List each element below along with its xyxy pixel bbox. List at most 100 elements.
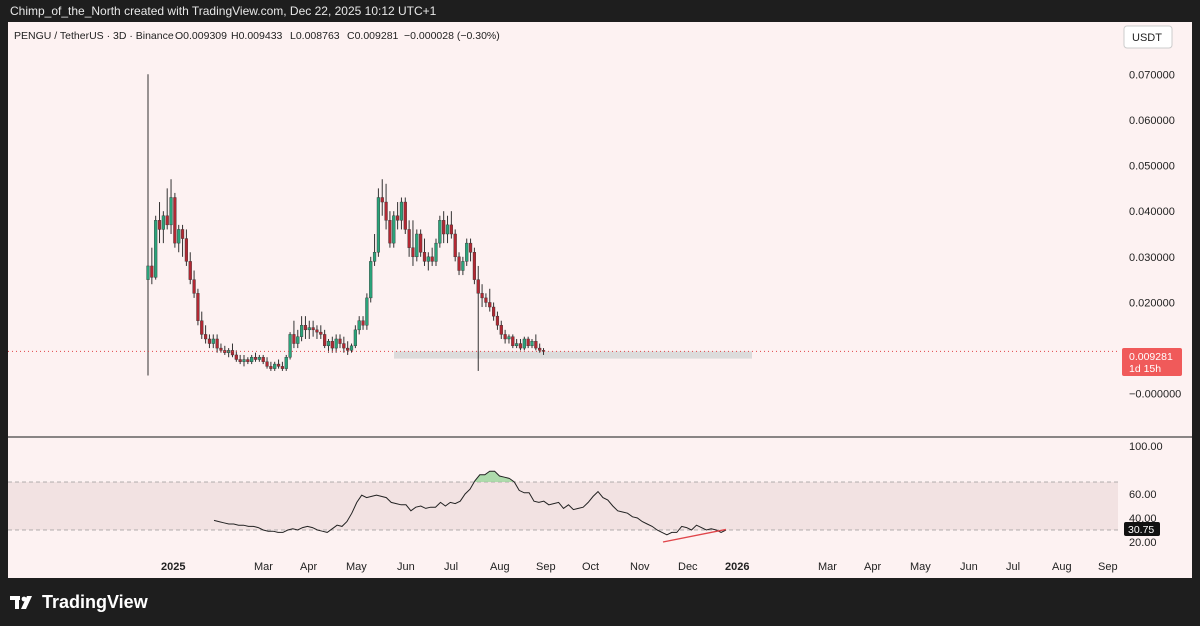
candle-body: [457, 256, 461, 271]
candle-body: [507, 336, 511, 340]
time-axis-tick: Dec: [678, 561, 698, 573]
candle-body: [465, 242, 469, 262]
price-tag-bg: [1122, 348, 1182, 376]
candle-body: [495, 315, 500, 326]
candle-body: [326, 341, 331, 347]
candle-body: [357, 320, 361, 331]
rsi-band: [8, 482, 1118, 530]
candle-body: [399, 201, 404, 221]
candle-body: [442, 220, 446, 235]
time-axis-tick: May: [346, 561, 367, 573]
candle-body: [246, 359, 250, 362]
candle-body: [365, 297, 369, 326]
candle-body: [396, 215, 400, 221]
candle-body: [468, 242, 473, 253]
price-axis-tick: 0.060000: [1129, 115, 1175, 127]
candle-body: [361, 320, 365, 326]
candle-body: [492, 306, 496, 317]
time-axis-tick: Aug: [1052, 561, 1072, 573]
candle-body: [311, 327, 315, 331]
candle-body: [422, 252, 427, 262]
candle-body: [484, 297, 488, 303]
price-axis-tick: 0.050000: [1129, 161, 1175, 173]
candle-body: [296, 336, 300, 344]
candle-body: [173, 197, 177, 244]
candle-body: [211, 338, 215, 344]
candle-body: [472, 252, 476, 280]
candle-body: [230, 350, 235, 356]
candle-body: [453, 233, 457, 258]
candle-body: [180, 229, 185, 239]
candle-body: [250, 357, 254, 362]
attribution-header: Chimp_of_the_North created with TradingV…: [0, 0, 1200, 22]
candle-body: [242, 359, 246, 362]
time-axis-tick: Nov: [630, 561, 650, 573]
price-axis-tick: 0.030000: [1129, 252, 1175, 264]
candle-body: [530, 341, 534, 347]
candle-body: [284, 357, 288, 369]
candle-body: [353, 329, 357, 347]
candle-body: [445, 224, 450, 235]
candle-body: [315, 329, 319, 333]
candle-body: [261, 357, 265, 362]
candle-body: [215, 338, 219, 349]
candle-body: [203, 334, 208, 340]
candle-body: [300, 325, 304, 337]
candle-body: [273, 363, 277, 369]
candle-body: [292, 334, 296, 344]
candle-body: [480, 293, 484, 299]
candle-body: [303, 325, 308, 331]
tradingview-chart[interactable]: 0.070000 0.060000 0.050000 0.040000 0.030000…: [8, 22, 1192, 578]
rsi-axis-tick: 20.00: [1129, 537, 1157, 549]
tradingview-logo-icon: [10, 596, 32, 609]
time-axis-tick: Mar: [818, 561, 837, 573]
candle-body: [419, 233, 423, 253]
candle-body: [169, 197, 173, 226]
candle-body: [154, 220, 158, 278]
candle-body: [369, 261, 373, 299]
time-axis-tick: Mar: [254, 561, 273, 573]
price-axis-tick: 0.070000: [1129, 69, 1175, 81]
price-pane[interactable]: [146, 74, 752, 376]
currency-label: USDT: [1132, 32, 1162, 44]
rsi-pane[interactable]: [8, 470, 1118, 543]
price-axis-tick: −0.000000: [1129, 389, 1181, 401]
candle-body: [265, 361, 269, 367]
support-zone: [394, 351, 752, 359]
candle-body: [488, 302, 492, 308]
axes: 0.070000 0.060000 0.050000 0.040000 0.030000…: [161, 69, 1181, 573]
brand-name: TradingView: [42, 591, 148, 612]
time-axis-tick: 2025: [161, 561, 185, 573]
time-axis-tick: Jun: [397, 561, 415, 573]
legend-close: C0.009281: [347, 30, 399, 42]
candle-body: [334, 338, 338, 349]
currency-selector[interactable]: USDT: [1123, 25, 1173, 49]
candle-body: [415, 233, 419, 258]
price-axis-tick: 0.020000: [1129, 297, 1175, 309]
candle-body: [430, 256, 434, 262]
candle-body: [511, 336, 515, 347]
candle-body: [346, 347, 350, 351]
time-axis-tick: Sep: [536, 561, 556, 573]
price-tag-value: 0.009281: [1129, 351, 1173, 363]
candle-body: [192, 279, 196, 294]
legend-low: L0.008763: [290, 30, 340, 42]
candle-body: [476, 279, 480, 294]
candle-body: [280, 366, 284, 369]
candle-body: [534, 341, 538, 349]
time-axis-tick: Sep: [1098, 561, 1118, 573]
candle-body: [518, 343, 523, 349]
candle-body: [238, 359, 242, 362]
candle-body: [330, 341, 334, 349]
candle-body: [161, 215, 165, 230]
currency-box[interactable]: [1123, 25, 1173, 49]
tradingview-footer[interactable]: TradingView: [10, 588, 148, 616]
candle-body: [165, 215, 169, 226]
candle-body: [461, 261, 465, 271]
chart-frame: 0.070000 0.060000 0.050000 0.040000 0.030000…: [8, 22, 1192, 578]
candle-body: [234, 354, 238, 360]
candle-body: [515, 343, 519, 347]
candle-body: [342, 343, 346, 349]
candle-body: [338, 338, 342, 344]
legend-symbol: PENGU / TetherUS · 3D · Binance: [14, 30, 174, 42]
